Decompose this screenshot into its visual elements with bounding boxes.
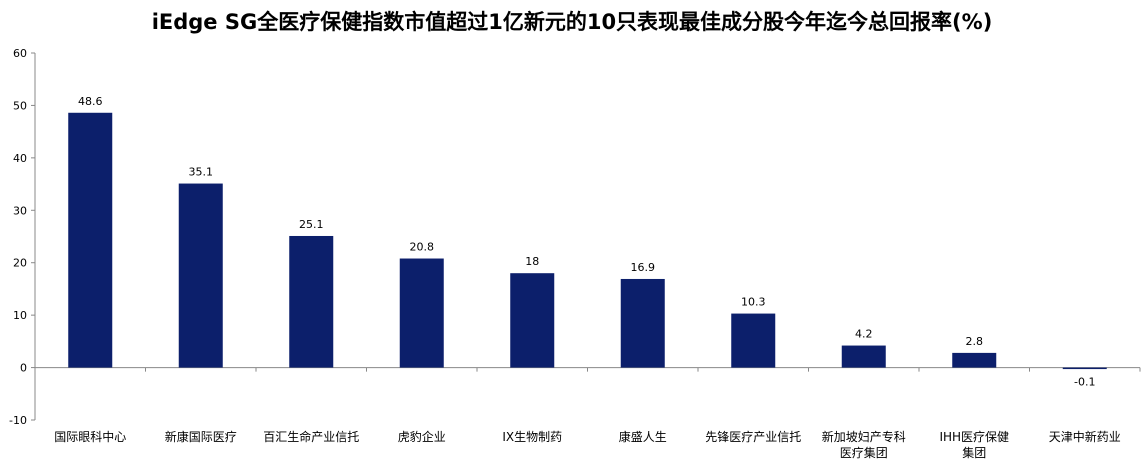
x-tick-label: IX生物制药 (502, 430, 562, 444)
data-label: 20.8 (410, 241, 435, 254)
data-label: 35.1 (189, 166, 214, 179)
y-tick-label: 20 (13, 257, 27, 270)
data-label: 10.3 (741, 296, 766, 309)
y-tick-label: 40 (13, 152, 27, 165)
bar (1062, 367, 1107, 370)
y-tick-label: 10 (13, 309, 27, 322)
bar (68, 112, 113, 368)
x-tick-label: 先锋医疗产业信托 (705, 430, 801, 444)
y-tick-label: 0 (20, 362, 27, 375)
data-label: -0.1 (1074, 376, 1095, 389)
chart-title: iEdge SG全医疗保健指数市值超过1亿新元的10只表现最佳成分股今年迄今总回… (151, 10, 993, 34)
bar (399, 258, 444, 368)
data-label: 18 (525, 255, 539, 268)
bar (841, 345, 886, 368)
x-tick-label: 天津中新药业 (1049, 429, 1121, 444)
x-tick-label: IHH医疗保健集团 (939, 430, 1009, 460)
y-tick-label: -10 (9, 414, 27, 427)
x-tick-label: 国际眼科中心 (54, 429, 126, 444)
data-label: 16.9 (631, 261, 656, 274)
bar (178, 183, 223, 368)
data-label: 2.8 (966, 335, 984, 348)
bar (289, 235, 334, 368)
data-label: 48.6 (78, 95, 103, 108)
x-tick-label: 康盛人生 (619, 429, 667, 444)
x-tick-label: 百汇生命产业信托 (263, 429, 359, 444)
bar (731, 313, 776, 368)
y-tick-label: 30 (13, 204, 27, 217)
data-label: 25.1 (299, 218, 324, 231)
bar (510, 273, 555, 368)
data-label: 4.2 (855, 328, 873, 341)
x-tick-label: 新加坡妇产专科医疗集团 (822, 429, 906, 460)
x-tick-label: 新康国际医疗 (165, 429, 237, 444)
bar (952, 352, 997, 368)
bar (620, 278, 665, 368)
y-tick-label: 50 (13, 99, 27, 112)
y-tick-label: 60 (13, 47, 27, 60)
x-tick-label: 虎豹企业 (398, 429, 446, 444)
